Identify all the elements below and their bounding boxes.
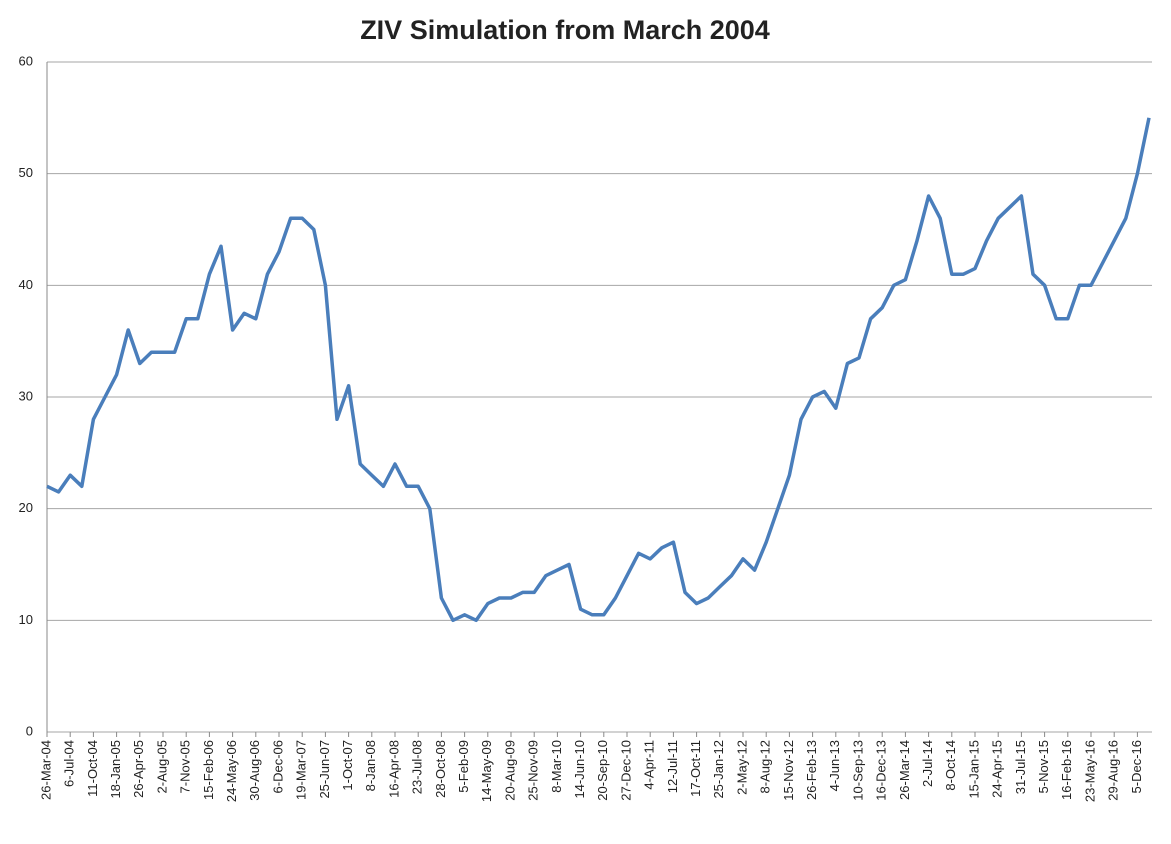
x-tick-label: 15-Nov-12 [781, 740, 796, 801]
x-tick-label: 25-Jun-07 [317, 740, 332, 799]
x-tick-label: 20-Sep-10 [595, 740, 610, 801]
x-tick-label: 24-Apr-15 [990, 740, 1005, 798]
x-tick-label: 2-Aug-05 [154, 740, 169, 793]
x-tick-label: 26-Feb-13 [804, 740, 819, 800]
x-tick-label: 29-Aug-16 [1106, 740, 1121, 801]
y-tick-label: 50 [19, 165, 33, 180]
x-tick-label: 28-Oct-08 [433, 740, 448, 798]
x-tick-label: 4-Apr-11 [642, 740, 657, 790]
chart-title: ZIV Simulation from March 2004 [360, 15, 770, 45]
x-tick-label: 5-Nov-15 [1036, 740, 1051, 793]
x-tick-label: 16-Apr-08 [386, 740, 401, 798]
x-tick-label: 2-Jul-14 [920, 740, 935, 787]
y-tick-label: 30 [19, 388, 33, 403]
x-tick-label: 24-May-06 [224, 740, 239, 802]
x-tick-label: 17-Oct-11 [688, 740, 703, 797]
x-tick-label: 6-Jul-04 [62, 740, 77, 787]
x-tick-label: 31-Jul-15 [1013, 740, 1028, 794]
x-tick-label: 23-Jul-08 [410, 740, 425, 794]
x-tick-label: 8-Oct-14 [943, 740, 958, 791]
line-series [46, 117, 1151, 623]
x-tick-label: 2-May-12 [734, 740, 749, 795]
y-tick-label: 0 [26, 723, 33, 738]
x-tick-label: 14-May-09 [479, 740, 494, 802]
x-tick-label: 8-Mar-10 [549, 740, 564, 793]
x-tick-label: 11-Oct-04 [85, 740, 100, 797]
y-tick-label: 10 [19, 612, 33, 627]
x-tick-label: 4-Jun-13 [827, 740, 842, 791]
x-tick-label: 26-Mar-14 [897, 740, 912, 800]
x-tick-label: 15-Feb-06 [201, 740, 216, 800]
y-tick-label: 20 [19, 500, 33, 515]
x-tick-label: 20-Aug-09 [502, 740, 517, 801]
x-tick-label: 14-Jun-10 [572, 740, 587, 799]
x-tick-label: 26-Apr-05 [131, 740, 146, 798]
x-tick-label: 6-Dec-06 [270, 740, 285, 793]
y-tick-label: 40 [19, 277, 33, 292]
x-tick-label: 10-Sep-13 [850, 740, 865, 801]
x-tick-label: 18-Jan-05 [108, 740, 123, 799]
x-tick-label: 25-Jan-12 [711, 740, 726, 799]
x-tick-label: 26-Mar-04 [38, 740, 53, 800]
x-tick-label: 27-Dec-10 [618, 740, 633, 801]
x-tick-label: 30-Aug-06 [247, 740, 262, 801]
x-tick-label: 8-Aug-12 [758, 740, 773, 793]
x-tick-label: 5-Feb-09 [456, 740, 471, 793]
x-tick-label: 16-Dec-13 [874, 740, 889, 801]
x-tick-label: 25-Nov-09 [526, 740, 541, 801]
x-tick-label: 15-Jan-15 [966, 740, 981, 799]
x-tick-label: 1-Oct-07 [340, 740, 355, 791]
x-tick-label: 12-Jul-11 [665, 740, 680, 793]
x-tick-label: 19-Mar-07 [294, 740, 309, 800]
x-tick-label: 7-Nov-05 [178, 740, 193, 793]
y-tick-label: 60 [19, 53, 33, 68]
x-tick-label: 16-Feb-16 [1059, 740, 1074, 800]
x-tick-label: 23-May-16 [1082, 740, 1097, 802]
x-tick-label: 5-Dec-16 [1129, 740, 1144, 793]
x-tick-label: 8-Jan-08 [363, 740, 378, 791]
